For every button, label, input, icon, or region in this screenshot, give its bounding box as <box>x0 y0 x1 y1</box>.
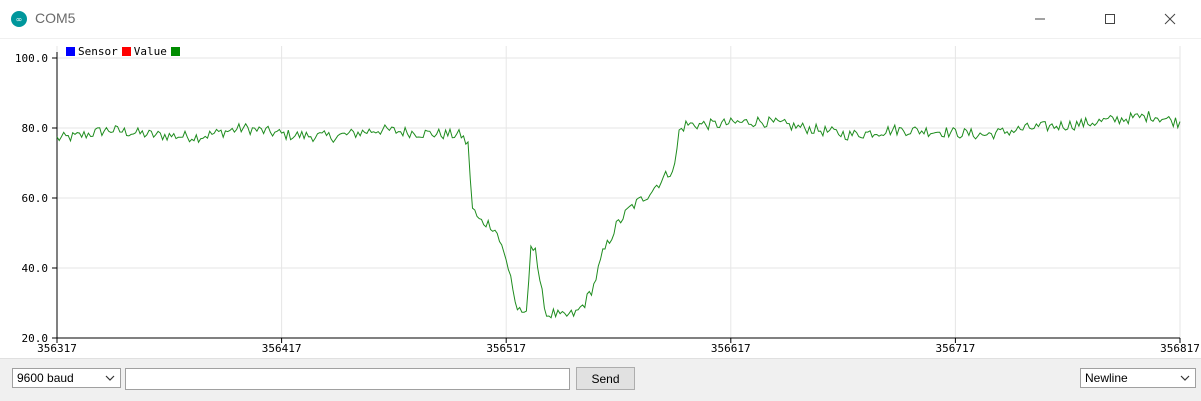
svg-text:∞: ∞ <box>16 15 23 24</box>
send-button[interactable]: Send <box>576 367 635 390</box>
y-tick-label-0: 20.0 <box>22 332 49 345</box>
legend-label-1: Value <box>133 44 167 58</box>
legend-swatch-1 <box>121 46 131 56</box>
arduino-icon: ∞ <box>11 11 27 27</box>
chevron-down-icon <box>105 375 115 381</box>
close-button[interactable] <box>1147 0 1193 38</box>
window-title: COM5 <box>35 10 76 26</box>
y-tick-label-1: 40.0 <box>22 262 49 275</box>
serial-plotter: 20.0 40.0 60.0 80.0 100.0 356317 356417 356517 3… <box>0 38 1201 358</box>
chevron-down-icon <box>1180 375 1190 381</box>
y-tick-label-2: 60.0 <box>22 192 49 205</box>
legend-swatch-2 <box>170 46 180 56</box>
maximize-icon <box>1105 14 1115 24</box>
line-ending-select[interactable]: Newline <box>1080 368 1196 388</box>
baud-rate-select[interactable]: 9600 baud <box>12 368 121 388</box>
legend: Sensor Value <box>66 44 183 58</box>
x-tick-label-2: 356517 <box>486 342 526 355</box>
y-tick-label-4: 100.0 <box>15 52 48 65</box>
minimize-button[interactable] <box>1017 0 1063 38</box>
x-tick-label-4: 356717 <box>936 342 976 355</box>
close-icon <box>1164 13 1176 25</box>
title-bar: ∞ COM5 <box>0 0 1201 39</box>
baud-rate-value: 9600 baud <box>17 371 74 385</box>
x-tick-label-3: 356617 <box>711 342 751 355</box>
plot-canvas: 20.0 40.0 60.0 80.0 100.0 356317 356417 356517 3… <box>15 46 1200 355</box>
minimize-icon <box>1035 18 1045 20</box>
legend-swatch-0 <box>66 46 75 56</box>
x-tick-label-5: 356817 <box>1160 342 1200 355</box>
y-tick-label-3: 80.0 <box>22 122 49 135</box>
series-line-0 <box>56 111 1181 319</box>
x-tick-label-0: 356317 <box>37 342 77 355</box>
bottom-toolbar: 9600 baud Send Newline <box>0 358 1201 401</box>
line-ending-value: Newline <box>1085 371 1128 385</box>
x-tick-label-1: 356417 <box>262 342 302 355</box>
serial-input[interactable] <box>125 368 570 390</box>
legend-label-0: Sensor <box>78 44 118 58</box>
maximize-button[interactable] <box>1087 0 1133 38</box>
